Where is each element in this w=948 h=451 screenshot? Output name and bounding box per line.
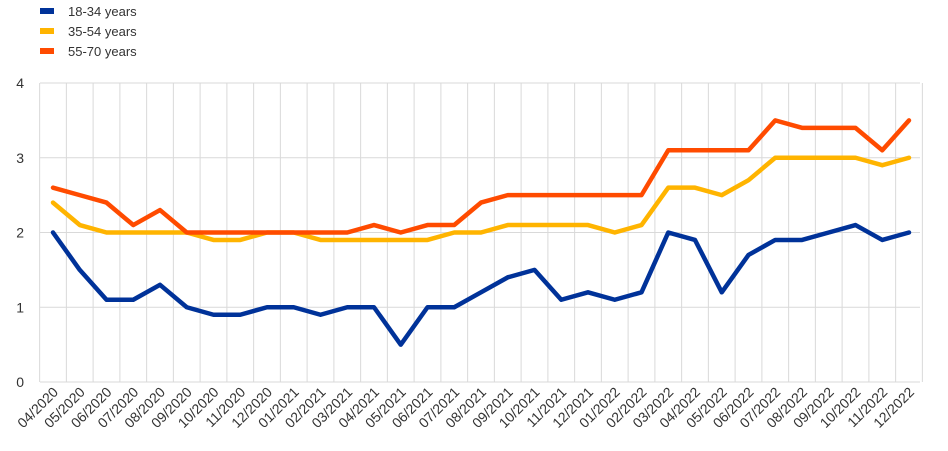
y-tick-label: 3 [16,150,24,166]
legend-label: 55-70 years [68,44,137,59]
legend-swatch [40,48,54,54]
legend: 18-34 years 35-54 years 55-70 years [40,4,137,59]
y-tick-label: 0 [16,374,24,390]
legend-swatch [40,28,54,34]
legend-swatch [40,8,54,14]
y-axis-ticks: 0 1 2 3 4 [16,75,24,390]
y-tick-label: 2 [16,225,24,241]
series-line-18-34-years [50,222,912,347]
y-tick-label: 1 [16,299,24,315]
series-line-35-54-years [50,155,912,243]
legend-label: 18-34 years [68,4,137,19]
series-line-55-70-years [50,118,912,235]
series-lines [50,118,912,347]
x-axis-ticks: 04/202005/202006/202007/202008/202009/20… [14,384,917,431]
legend-label: 35-54 years [68,24,137,39]
y-tick-label: 4 [16,75,24,91]
